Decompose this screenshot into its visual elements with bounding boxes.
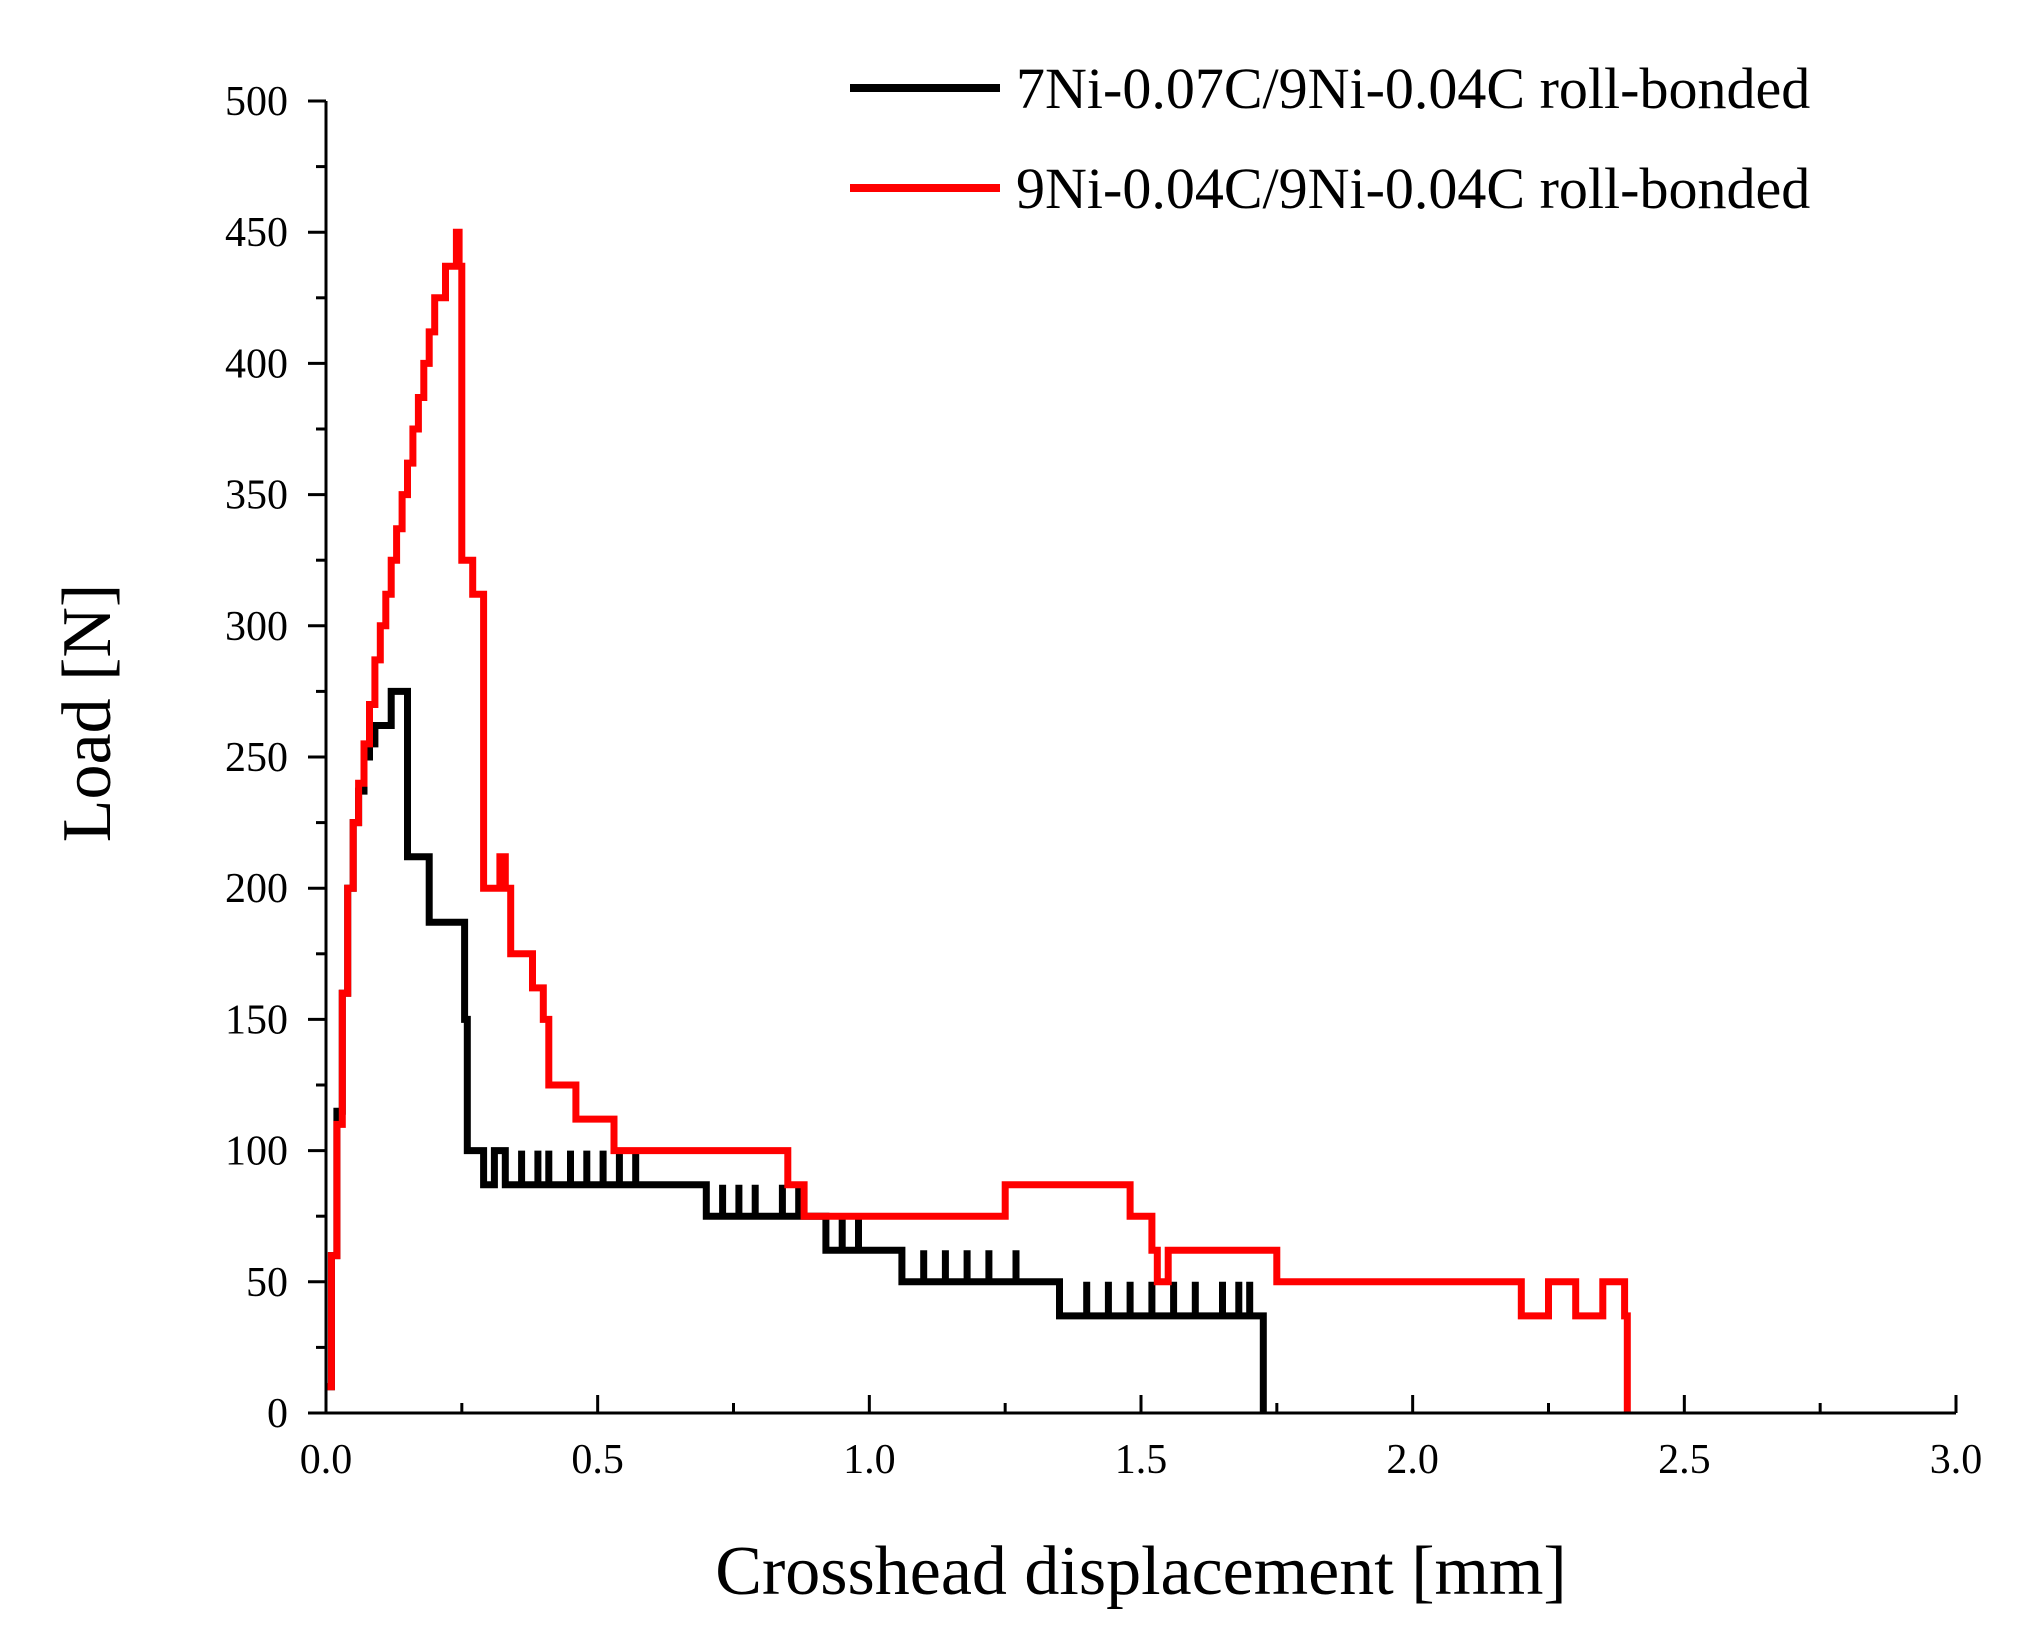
x-tick-label: 2.5 [1658,1437,1711,1483]
y-tick-label: 0 [267,1391,288,1437]
series-line-black [326,687,1267,1413]
y-tick-label: 300 [225,604,288,650]
legend: 7Ni-0.07C/9Ni-0.04C roll-bonded 9Ni-0.04… [850,56,1810,221]
x-tick-label: 0.0 [300,1437,353,1483]
y-tick-label: 500 [225,79,288,125]
y-tick-label: 200 [225,866,288,912]
legend-label-black: 7Ni-0.07C/9Ni-0.04C roll-bonded [1016,56,1810,121]
series-line-red [326,228,1631,1413]
legend-label-red: 9Ni-0.04C/9Ni-0.04C roll-bonded [1016,156,1810,221]
series-layer [326,228,1631,1413]
y-tick-label: 450 [225,210,288,256]
y-axis-label: Load [N] [49,584,126,843]
x-tick-label: 0.5 [571,1437,624,1483]
x-axis-label: Crosshead displacement [mm] [715,1533,1566,1610]
x-tick-label: 3.0 [1930,1437,1983,1483]
y-tick-label: 350 [225,473,288,519]
y-tick-label: 100 [225,1129,288,1175]
y-tick-label: 150 [225,997,288,1043]
y-tick-label: 400 [225,341,288,387]
x-tick-label: 1.5 [1115,1437,1168,1483]
ticks-layer: 0.0 0.5 1.0 1.5 2.0 2.5 3.0 0 50 100 150 200 250 300 3… [225,79,1982,1483]
x-tick-label: 1.0 [843,1437,896,1483]
y-tick-label: 250 [225,735,288,781]
y-tick-label: 50 [246,1260,288,1306]
x-tick-label: 2.0 [1386,1437,1439,1483]
